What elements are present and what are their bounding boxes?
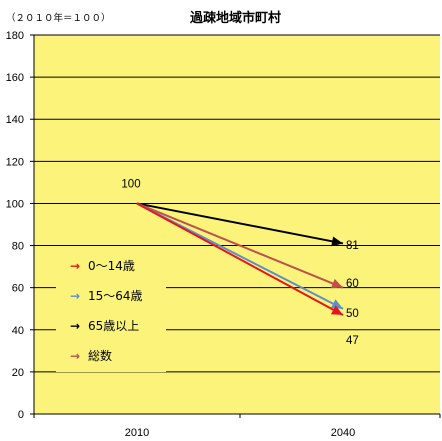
legend-marker: →: [70, 289, 80, 303]
legend-label: 65歳以上: [88, 319, 139, 333]
series-arrowhead: [331, 236, 343, 247]
y-tick-label: 140: [6, 114, 24, 126]
legend-marker: →: [70, 319, 80, 333]
y-tick-label: 60: [12, 283, 24, 295]
legend: → 0～14歳 → 15～64歳 → 65歳以上 → 総数: [56, 252, 166, 372]
x-tick-label: 2010: [125, 427, 149, 439]
y-tick-label: 80: [12, 241, 24, 253]
y-tick-label: 160: [6, 72, 24, 84]
x-tick-label: 2040: [331, 427, 355, 439]
start-data-label: 100: [121, 178, 140, 190]
legend-label: 総数: [88, 348, 112, 363]
legend-marker: →: [70, 259, 80, 273]
series-arrowhead: [330, 299, 343, 309]
y-axis: 0 20 40 60 80 100 120 140 160 180: [6, 30, 35, 421]
data-labels: 100 47 50 81 60: [121, 178, 358, 347]
x-axis: 2010 2040: [33, 413, 441, 439]
legend-label: 15～64歳: [88, 289, 143, 303]
y-tick-label: 180: [6, 30, 24, 42]
end-data-label: 47: [346, 335, 359, 347]
series-lines: [136, 202, 344, 316]
series-arrowhead: [330, 278, 343, 289]
series-line: [136, 202, 344, 316]
end-data-label: 50: [346, 308, 359, 320]
legend-marker: →: [70, 349, 80, 363]
series-line: [136, 202, 344, 245]
y-tick-label: 0: [18, 409, 24, 421]
chart-subtitle: （２０１０年＝１００）: [6, 12, 111, 24]
series-line: [136, 202, 344, 289]
series-arrowhead: [330, 305, 343, 316]
legend-box: [56, 252, 166, 372]
y-tick-label: 20: [12, 367, 24, 379]
y-tick-label: 120: [6, 156, 24, 168]
y-tick-label: 40: [12, 325, 24, 337]
legend-label: 0～14歳: [88, 259, 135, 273]
y-tick-label: 100: [6, 198, 24, 210]
chart-title: 過疎地域市町村: [189, 10, 281, 26]
end-data-label: 81: [346, 240, 359, 252]
end-data-label: 60: [346, 278, 359, 290]
